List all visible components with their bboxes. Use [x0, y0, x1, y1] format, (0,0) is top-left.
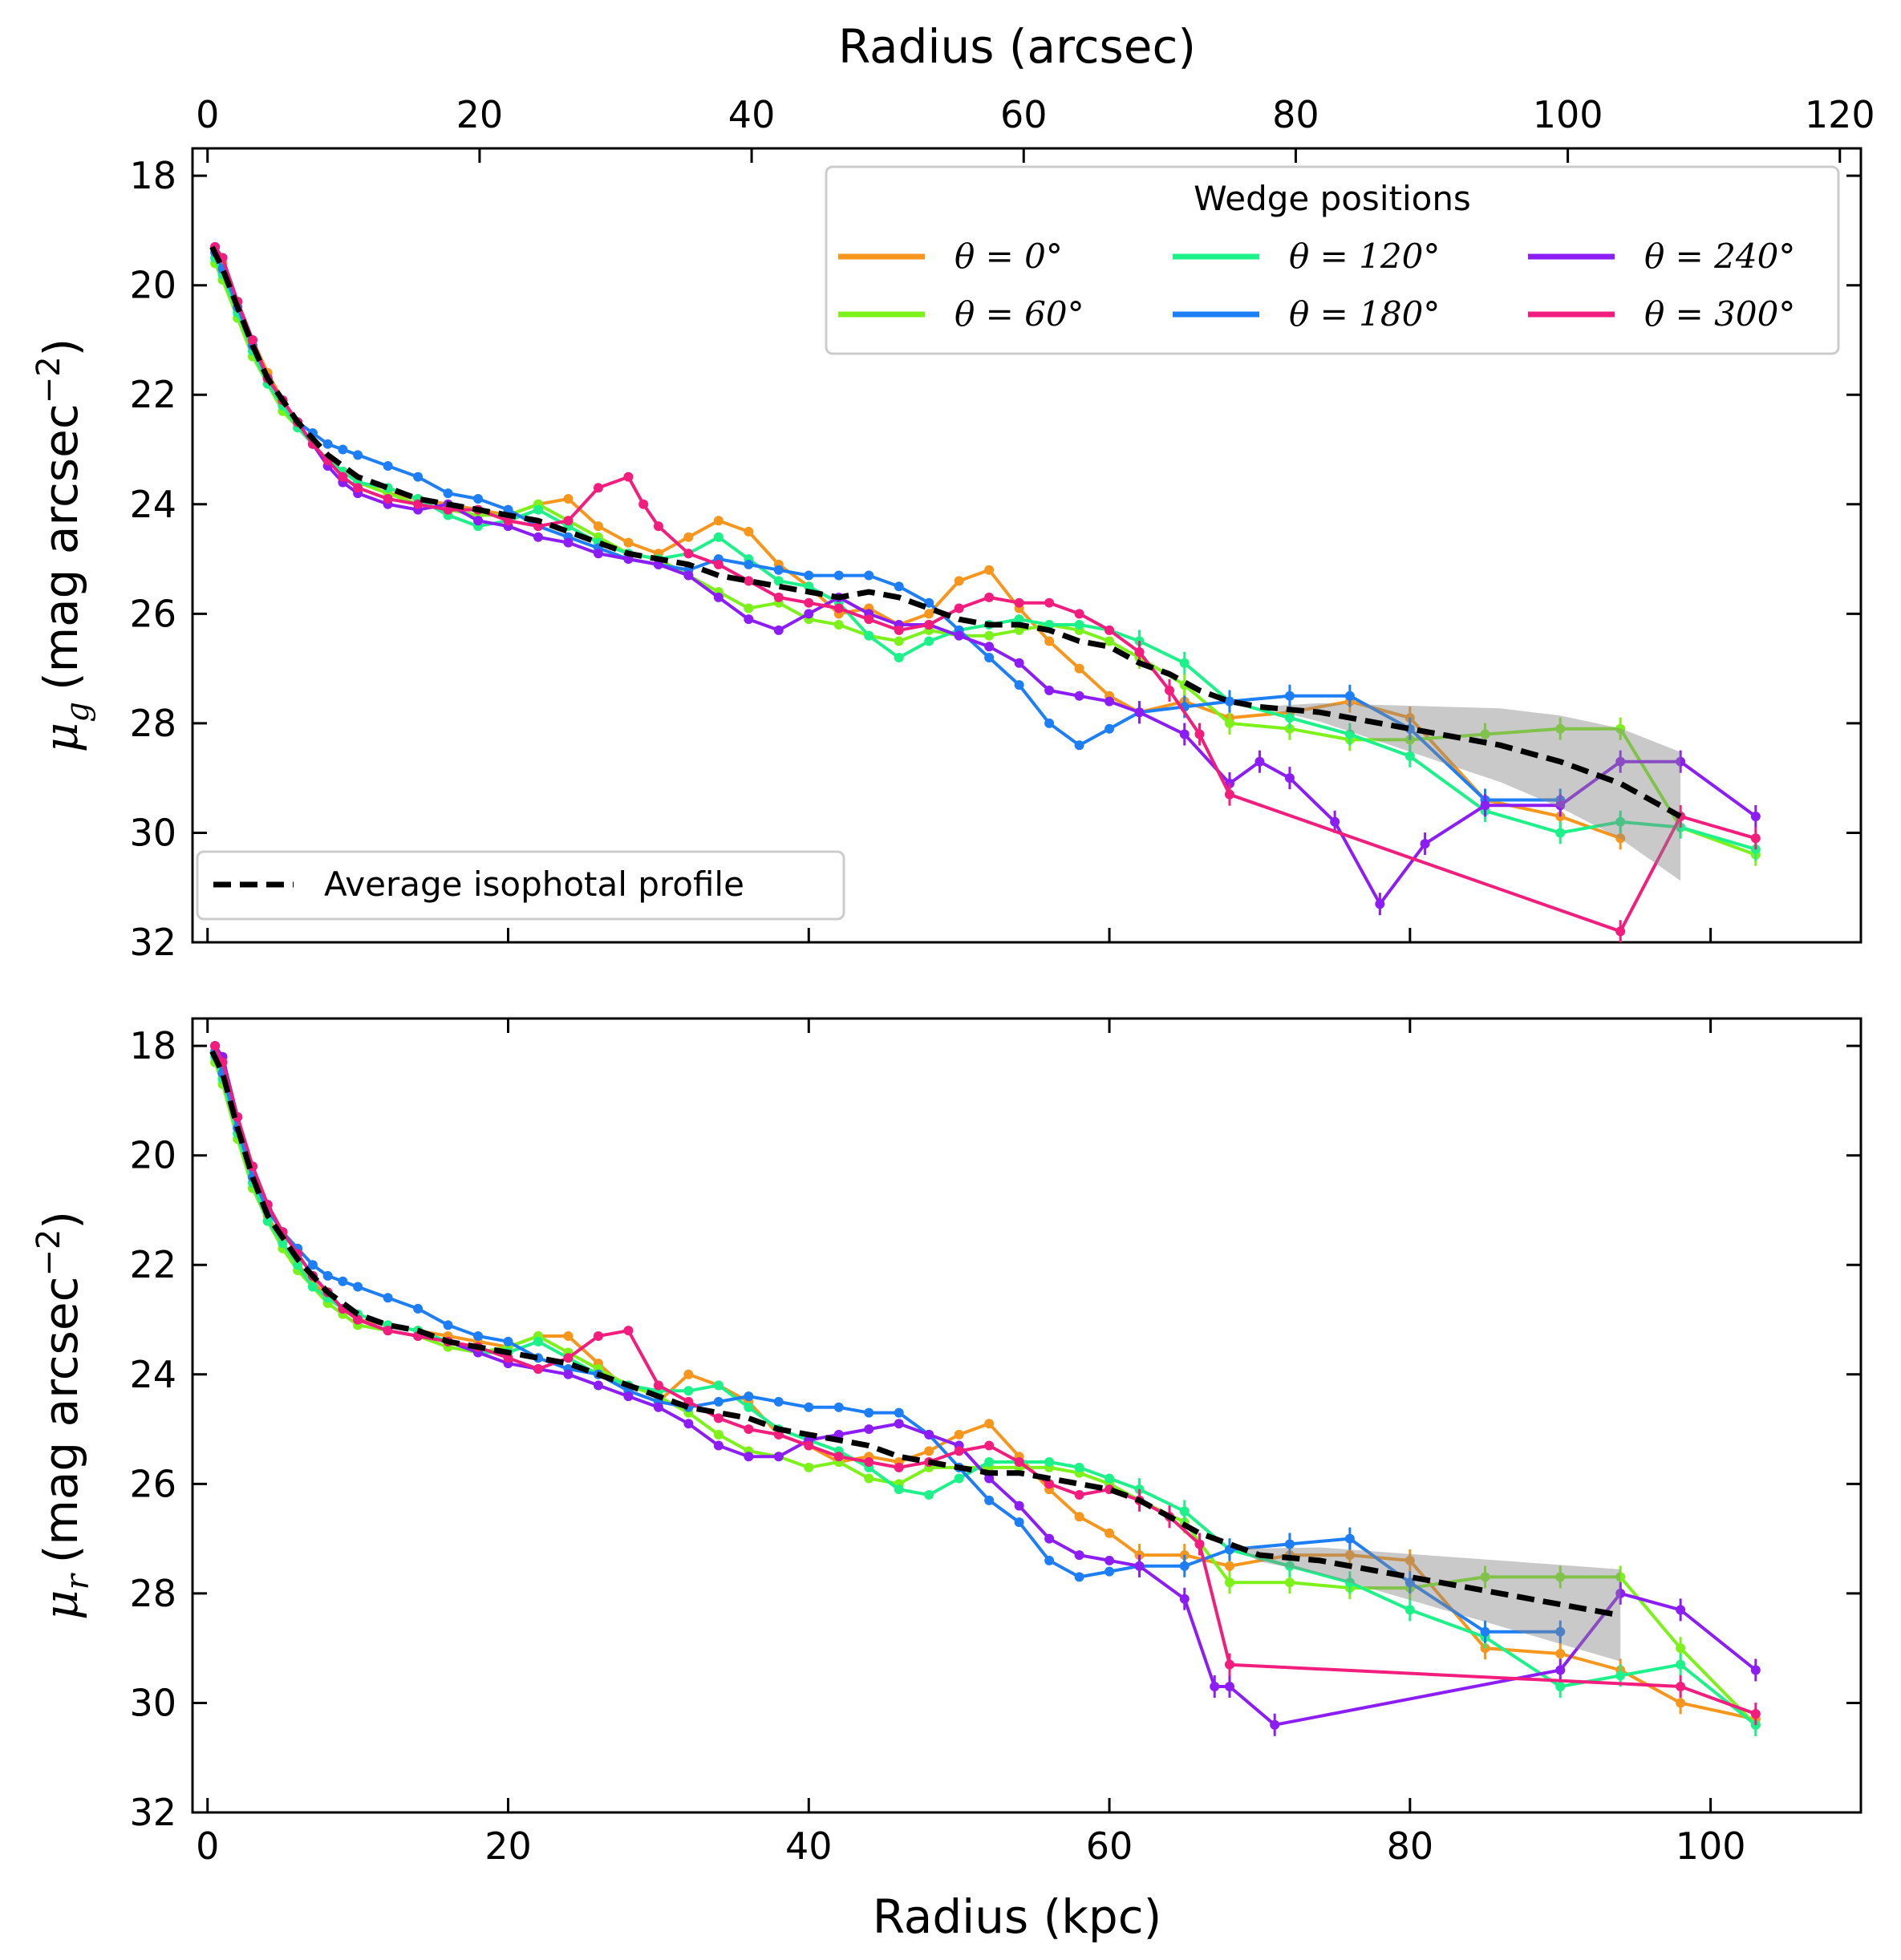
- bottom-y-tick-label: 24: [129, 1353, 176, 1396]
- bottom-average-uncertainty-band: [1230, 1544, 1621, 1662]
- bottom-x-tick-label: 40: [785, 1824, 833, 1868]
- top-y-axis-unit-exp: −2: [30, 356, 67, 403]
- legend-label: θ = 180°: [1289, 294, 1440, 334]
- top-y-axis-title: μg (mag arcsec−2): [30, 338, 96, 753]
- bottom-y-tick-label: 30: [129, 1681, 176, 1724]
- average-legend-box: [196, 850, 845, 921]
- top-arcsec-tick-label: 100: [1533, 93, 1603, 136]
- top-y-axis-symbol: μ: [34, 723, 88, 753]
- bottom-x-tick-label: 20: [484, 1824, 532, 1868]
- top-y-tick-label: 28: [129, 702, 176, 745]
- bottom-plot-frame: [191, 1017, 1862, 1814]
- bottom-y-tick-label: 20: [129, 1134, 176, 1177]
- legend-label: θ = 120°: [1289, 237, 1440, 276]
- bottom-x-tick-label: 80: [1387, 1824, 1434, 1868]
- top-plot-frame: [191, 147, 1862, 944]
- wedge-legend-title: Wedge positions: [1194, 179, 1471, 218]
- legend-label: θ = 300°: [1644, 294, 1795, 334]
- bottom-y-tick-label: 22: [129, 1243, 176, 1286]
- bottom-x-tick-label: 100: [1676, 1824, 1746, 1868]
- bottom-y-axis-unit: (mag arcsec: [34, 1277, 88, 1564]
- legend-label: θ = 240°: [1644, 237, 1795, 276]
- bottom-panel: 18 20 22 24 26 28 30 32 0 20 40 60 80 100 Radius (kpc…: [30, 1017, 1862, 1944]
- bottom-y-axis-unit-exp: −2: [30, 1229, 67, 1277]
- top-series-average-isophotal-profile: [209, 245, 1682, 820]
- bottom-y-tick-label: 32: [129, 1791, 176, 1834]
- top-x-axis-title: Radius (arcsec): [838, 19, 1196, 74]
- legend-label: θ = 0°: [955, 237, 1063, 276]
- top-y-tick-label: 22: [129, 373, 176, 416]
- top-y-axis-symbol-sub: g: [59, 702, 96, 723]
- bottom-axis-ticks: 18 20 22 24 26 28 30 32 0 20 40 60 80 100: [129, 1018, 1861, 1868]
- wedge-legend-entries: θ = 0° θ = 60° θ = 120° θ = 180° θ = 240° θ =…: [838, 237, 1795, 334]
- bottom-series--180-: [213, 1051, 1561, 1634]
- bottom-y-tick-label: 26: [129, 1462, 176, 1505]
- wedge-legend: Wedge positions θ = 0°θ = 60°θ = 120°θ =…: [825, 165, 1840, 355]
- average-legend: Average isophotal profile: [196, 850, 845, 921]
- wedge-legend-box: [825, 165, 1840, 355]
- bottom-y-axis-symbol-sub: r: [59, 1572, 96, 1589]
- bottom-series-lines: [209, 1041, 1761, 1736]
- top-arcsec-tick-label: 0: [196, 93, 219, 136]
- top-panel: 18 20 22 24 26 28 30 32 0 20 40 60 80 100 120 Radius (…: [30, 19, 1875, 964]
- bottom-x-tick-label: 0: [196, 1824, 219, 1868]
- bottom-y-tick-label: 28: [129, 1572, 176, 1615]
- top-y-axis-unit-close: ): [34, 338, 88, 357]
- top-y-tick-label: 18: [129, 154, 176, 197]
- bottom-y-tick-label: 18: [129, 1024, 176, 1067]
- bottom-y-axis-symbol: μ: [34, 1589, 88, 1620]
- top-y-axis-unit: (mag arcsec: [34, 403, 88, 690]
- top-axis-ticks: 18 20 22 24 26 28 30 32 0 20 40 60 80 100 120: [129, 93, 1875, 964]
- top-arcsec-tick-label: 80: [1272, 93, 1319, 136]
- top-arcsec-tick-label: 20: [456, 93, 504, 136]
- top-y-tick-label: 24: [129, 483, 176, 526]
- top-arcsec-tick-label: 40: [728, 93, 776, 136]
- top-y-tick-label: 32: [129, 921, 176, 964]
- average-legend-label: Average isophotal profile: [324, 865, 744, 904]
- top-arcsec-tick-label: 60: [1000, 93, 1048, 136]
- bottom-x-tick-label: 60: [1086, 1824, 1133, 1868]
- top-y-tick-label: 20: [129, 264, 176, 307]
- top-y-tick-label: 26: [129, 592, 176, 635]
- bottom-y-axis-title: μr (mag arcsec−2): [30, 1211, 96, 1620]
- top-y-tick-label: 30: [129, 811, 176, 854]
- bottom-plot-area: [209, 1041, 1761, 1736]
- legend-label: θ = 60°: [955, 294, 1084, 334]
- top-arcsec-tick-label: 120: [1805, 93, 1875, 136]
- bottom-x-axis-title: Radius (kpc): [873, 1889, 1161, 1944]
- bottom-series-average-isophotal-profile: [209, 1050, 1621, 1618]
- top-series-lines: [209, 241, 1761, 942]
- bottom-y-axis-unit-close: ): [34, 1211, 88, 1229]
- top-average-uncertainty-band: [1259, 703, 1681, 881]
- top-plot-area: [209, 241, 1761, 942]
